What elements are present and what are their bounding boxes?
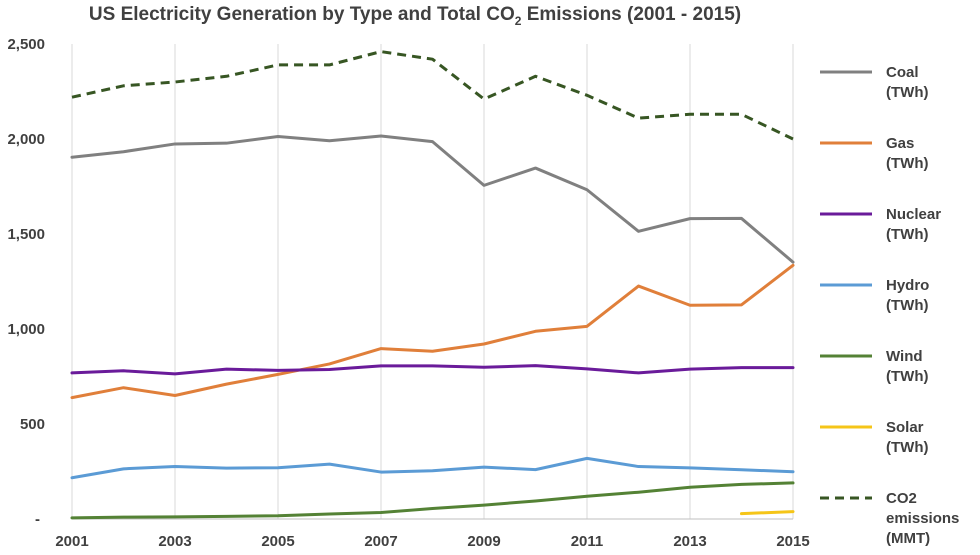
legend-unit: (TWh): [886, 84, 928, 101]
legend-label: Solar: [886, 419, 924, 436]
legend-unit: (TWh): [886, 439, 928, 456]
legend-label: Hydro: [886, 277, 929, 294]
series-line-solar: [740, 510, 795, 516]
y-tick-label: 2,500: [7, 36, 45, 53]
x-tick-label: 2013: [673, 533, 706, 550]
x-tick-label: 2007: [364, 533, 397, 550]
legend-unit: emissions: [886, 510, 959, 527]
x-tick-label: 2001: [55, 533, 88, 550]
legend-unit: (TWh): [886, 297, 928, 314]
legend-unit: (TWh): [886, 155, 928, 172]
y-tick-label: -: [35, 511, 40, 528]
y-tick-label: 1,000: [7, 321, 45, 338]
x-tick-label: 2005: [261, 533, 294, 550]
legend-label: CO2: [886, 490, 917, 507]
series-lines: [70, 50, 795, 520]
series-line-wind: [70, 481, 795, 520]
legend-label: Gas: [886, 135, 914, 152]
series-line-nuclear: [70, 364, 795, 376]
legend-label: Nuclear: [886, 206, 941, 223]
x-tick-label: 2003: [158, 533, 191, 550]
y-tick-label: 500: [20, 416, 45, 433]
legend-unit: (MMT): [886, 530, 930, 547]
legend-unit: (TWh): [886, 226, 928, 243]
y-tick-label: 2,000: [7, 131, 45, 148]
legend-label: Wind: [886, 348, 923, 365]
legend: Coal (TWh) Gas (TWh) Nuclear (TWh) Hydro (TWh) W…: [820, 64, 959, 547]
x-tick-label: 2015: [776, 533, 809, 550]
series-line-hydro: [70, 456, 795, 480]
axes: - 500 1,000 1,500 2,000 2,500 2001 2003 2005 2007…: [7, 36, 809, 550]
x-tick-label: 2011: [571, 533, 604, 550]
legend-label: Coal: [886, 64, 919, 81]
x-tick-label: 2009: [467, 533, 500, 550]
y-tick-label: 1,500: [7, 226, 45, 243]
series-line-co2: [71, 50, 794, 141]
legend-unit: (TWh): [886, 368, 928, 385]
chart-title: US Electricity Generation by Type and To…: [88, 4, 742, 28]
grid-lines: [71, 44, 794, 519]
series-line-gas: [70, 263, 795, 400]
series-line-coal: [70, 134, 795, 264]
